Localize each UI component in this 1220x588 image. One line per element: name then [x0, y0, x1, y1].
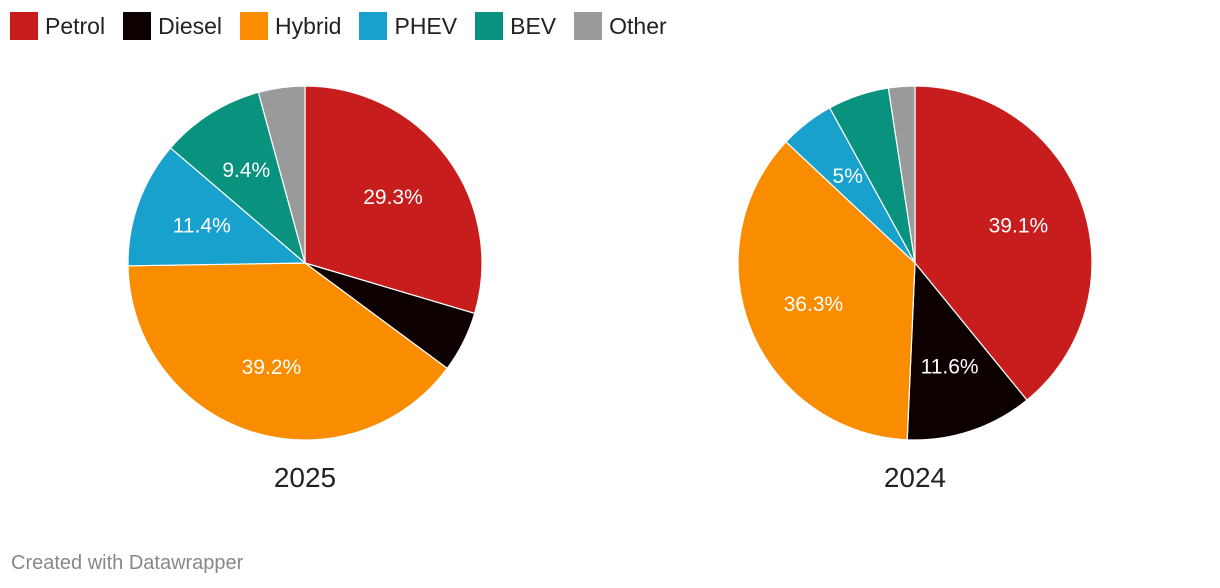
pie-title-2024: 2024 [884, 462, 946, 493]
pie-title-2025: 2025 [274, 462, 336, 493]
pie-data-label-2025-petrol: 29.3% [363, 186, 423, 209]
legend-label-hybrid: Hybrid [275, 12, 342, 39]
pie-chart-2024: 39.1% 11.6% 36.3% 5% 2024 [737, 85, 1093, 493]
legend-label-bev: BEV [510, 12, 557, 39]
pie-slice-2024-other [887, 85, 916, 264]
pie-chart-2025: 29.3% 39.2% 11.4% 9.4% 2025 [127, 85, 483, 493]
legend-swatch-other [574, 12, 603, 40]
legend-label-petrol: Petrol [45, 12, 106, 39]
pie-data-label-2024-petrol: 39.1% [989, 215, 1049, 238]
legend-swatch-petrol [10, 12, 38, 40]
chart-legend: Petrol Diesel Hybrid PHEV BEV Other [10, 12, 685, 40]
pie-slice-2024-diesel [906, 262, 1028, 441]
pie-data-label-2025-hybrid: 39.2% [242, 356, 302, 379]
pie-slice-2025-other [257, 85, 306, 264]
pie-data-label-2024-diesel: 11.6% [921, 356, 979, 379]
pie-data-label-2025-phev: 11.4% [173, 214, 231, 237]
legend-item-phev: PHEV [359, 12, 457, 40]
legend-swatch-diesel [123, 12, 152, 40]
pie-slice-2025-bev [169, 91, 306, 264]
legend-item-petrol: Petrol [10, 12, 105, 40]
legend-item-bev: BEV [475, 12, 556, 40]
legend-item-hybrid: Hybrid [240, 12, 341, 40]
pie-slice-2025-hybrid [127, 262, 448, 441]
legend-swatch-phev [359, 12, 388, 40]
pie-slice-2025-phev [127, 147, 306, 267]
legend-label-other: Other [609, 12, 667, 39]
pie-slice-2024-petrol [914, 85, 1093, 401]
legend-swatch-hybrid [240, 12, 269, 40]
pie-slice-2024-hybrid [737, 141, 916, 441]
legend-label-diesel: Diesel [158, 12, 223, 39]
pie-data-label-2024-hybrid: 36.3% [784, 293, 844, 316]
footer-credit: Created with Datawrapper [11, 552, 244, 574]
legend-item-other: Other [574, 12, 667, 40]
legend-swatch-bev [475, 12, 504, 40]
pie-data-label-2025-bev: 9.4% [222, 159, 270, 182]
pie-slice-2025-petrol [304, 85, 483, 315]
legend-item-diesel: Diesel [123, 12, 222, 40]
pie-data-label-2024-phev: 5% [833, 165, 863, 188]
legend-label-phev: PHEV [394, 12, 458, 39]
